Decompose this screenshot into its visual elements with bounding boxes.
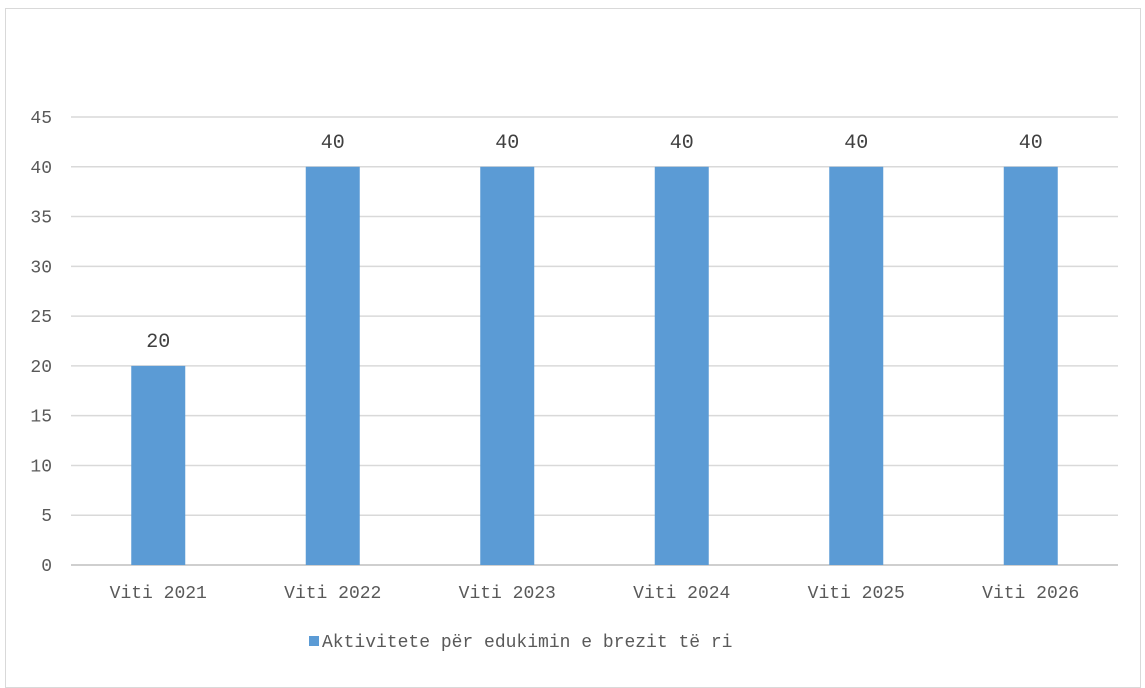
y-tick-label: 20 — [30, 358, 52, 378]
x-tick-label: Viti 2023 — [459, 584, 556, 604]
bar — [829, 166, 884, 565]
bar — [654, 166, 709, 565]
y-tick-label: 0 — [41, 557, 52, 577]
data-labels: 20 40 40 40 40 40 — [146, 132, 1043, 354]
legend: Aktivitete për edukimin e brezit të ri — [309, 633, 732, 653]
data-label: 40 — [670, 132, 694, 155]
legend-label: Aktivitete për edukimin e brezit të ri — [322, 633, 732, 653]
data-label: 40 — [844, 132, 868, 155]
bar — [480, 166, 535, 565]
y-tick-label: 45 — [30, 109, 52, 129]
data-label: 20 — [146, 331, 170, 354]
y-tick-label: 30 — [30, 258, 52, 278]
y-tick-label: 5 — [41, 507, 52, 527]
y-tick-label: 15 — [30, 408, 52, 428]
gridlines — [71, 116, 1118, 566]
x-tick-label: Viti 2021 — [110, 584, 207, 604]
y-tick-label: 10 — [30, 457, 52, 477]
y-tick-label: 25 — [30, 308, 52, 328]
bar-chart: 0 5 10 15 20 25 30 35 40 45 20 40 40 40 40 40 Viti 202… — [30, 109, 1118, 653]
bar — [131, 365, 186, 565]
bar — [1003, 166, 1058, 565]
x-tick-label: Viti 2026 — [982, 584, 1079, 604]
data-label: 40 — [495, 132, 519, 155]
x-tick-label: Viti 2025 — [808, 584, 905, 604]
bar — [305, 166, 360, 565]
y-axis-ticks: 0 5 10 15 20 25 30 35 40 45 — [30, 109, 52, 577]
x-axis-ticks: Viti 2021 Viti 2022 Viti 2023 Viti 2024 Viti… — [110, 584, 1080, 604]
x-tick-label: Viti 2022 — [284, 584, 381, 604]
chart-frame — [5, 8, 1141, 688]
y-tick-label: 35 — [30, 209, 52, 229]
legend-swatch — [309, 636, 319, 646]
y-tick-label: 40 — [30, 159, 52, 179]
data-label: 40 — [1019, 132, 1043, 155]
x-tick-label: Viti 2024 — [633, 584, 730, 604]
data-label: 40 — [321, 132, 345, 155]
bars — [131, 166, 1058, 565]
